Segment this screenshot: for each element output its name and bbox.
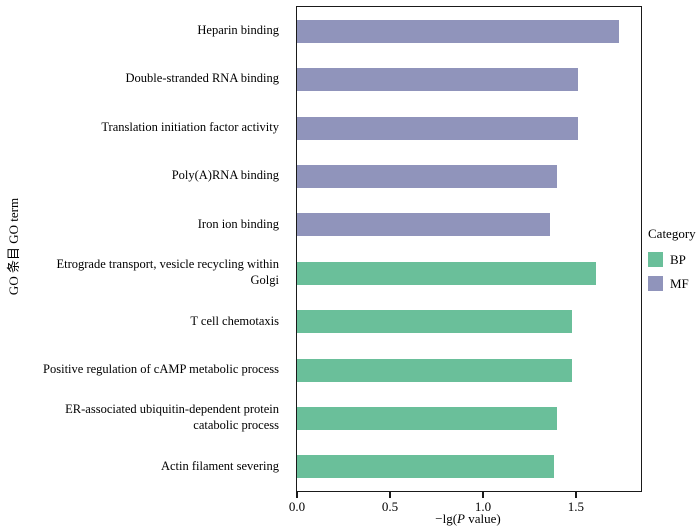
x-tick-label: 1.5	[567, 499, 585, 514]
bar-series	[297, 7, 641, 491]
x-tick-mark	[296, 492, 298, 498]
x-axis-title-suffix: value)	[465, 511, 501, 526]
bar-bp	[297, 358, 573, 382]
bar-mf	[297, 19, 619, 43]
x-tick: 1.5	[556, 492, 596, 515]
bar-mf	[297, 116, 578, 140]
bar-mf	[297, 213, 550, 237]
x-axis-title-italic: P	[457, 511, 465, 526]
category-label: Translation initiation factor activity	[101, 119, 279, 134]
bar-row	[297, 249, 641, 297]
bar-row	[297, 394, 641, 442]
bar-mf	[297, 164, 558, 188]
category-label: Iron ion binding	[197, 216, 279, 231]
category-label: Actin filament severing	[160, 458, 279, 473]
bar-row	[297, 297, 641, 345]
bar-bp	[297, 261, 597, 285]
legend-title: Category	[648, 226, 696, 241]
bar-row	[297, 152, 641, 200]
plot-area	[296, 6, 642, 492]
legend-entry-bp: BP	[648, 252, 700, 267]
x-axis: 0.0 0.5 1.0 1.5	[289, 492, 641, 516]
x-tick-label: 0.5	[381, 499, 399, 514]
y-axis-title: GO 条目 GO term	[0, 0, 26, 492]
legend-label: BP	[670, 252, 686, 267]
x-tick: 1.0	[463, 492, 503, 515]
x-tick: 0.5	[370, 492, 410, 515]
category-label: Poly(A)RNA binding	[171, 168, 279, 183]
x-tick-label: 1.0	[474, 499, 492, 514]
y-axis-title-text: GO 条目 GO term	[6, 197, 22, 295]
bar-row	[297, 104, 641, 152]
legend: Category BP MF	[648, 226, 700, 300]
legend-swatch-mf	[648, 276, 663, 291]
category-label: T cell chemotaxis	[190, 313, 279, 328]
x-tick-mark	[389, 492, 391, 498]
bar-bp	[297, 406, 558, 430]
bar-bp	[297, 455, 554, 479]
category-label: ER-associated ubiquitin-dependent protei…	[65, 402, 279, 433]
category-label: Double-stranded RNA binding	[125, 71, 279, 86]
category-label: Heparin binding	[197, 23, 279, 38]
category-label: Etrograde transport, vesicle recycling w…	[56, 256, 280, 288]
legend-swatch-bp	[648, 252, 663, 267]
bar-row	[297, 55, 641, 103]
legend-entry-mf: MF	[648, 276, 700, 291]
bar-row	[297, 7, 641, 55]
bar-row	[297, 201, 641, 249]
x-tick-mark	[575, 492, 577, 498]
legend-label: MF	[670, 276, 689, 291]
bar-mf	[297, 68, 578, 92]
legend-entries: BP MF	[648, 252, 700, 291]
bar-bp	[297, 310, 573, 334]
x-axis-title-prefix: −lg(	[435, 511, 458, 526]
category-label: Positive regulation of cAMP metabolic pr…	[43, 361, 279, 376]
category-labels: Heparin binding Double-stranded RNA bindi…	[26, 6, 288, 490]
x-axis-title: −lg(P value)	[296, 511, 640, 527]
x-tick-mark	[482, 492, 484, 498]
bar-row	[297, 346, 641, 394]
bar-row	[297, 443, 641, 491]
x-tick: 0.0	[277, 492, 317, 515]
x-tick-label: 0.0	[288, 499, 306, 514]
